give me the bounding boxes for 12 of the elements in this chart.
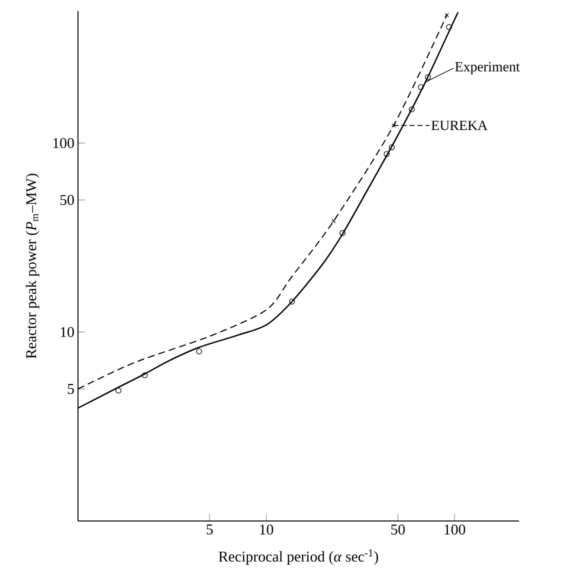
y-tick-label: 5: [68, 384, 74, 394]
y-tick-label: 10: [60, 326, 74, 338]
x-tick-label: 5: [206, 524, 213, 534]
x-tick-label: 10: [260, 524, 274, 535]
y-tick-label: 100: [53, 138, 74, 148]
legend-label: Experiment: [455, 62, 520, 74]
y-axis-title: Reactor peak power (P$_{m}$–MW): [26, 174, 40, 358]
x-tick-label: 100: [444, 524, 466, 535]
legend-label: EUREKA: [431, 120, 488, 130]
x-axis-title: Reciprocal period (α sec$^{-1}$): [218, 549, 378, 565]
x-tick-label: 50: [391, 524, 405, 535]
y-tick-label: 50: [60, 194, 74, 205]
